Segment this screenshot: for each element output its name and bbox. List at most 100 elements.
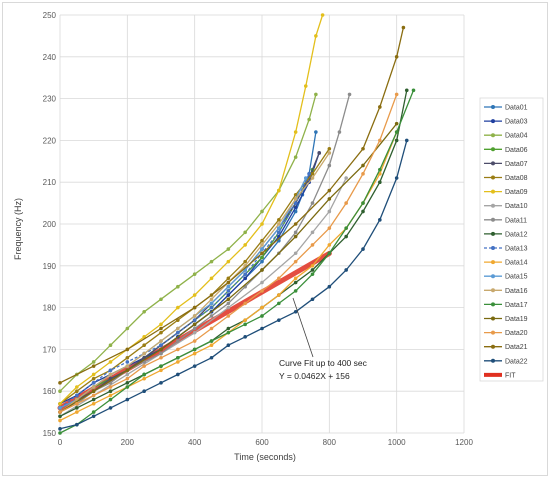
data-point (307, 117, 311, 122)
data-point (378, 172, 382, 176)
data-point (142, 376, 146, 381)
data-point (125, 355, 130, 360)
data-point (361, 247, 365, 251)
data-point (243, 230, 247, 235)
data-point (411, 88, 416, 93)
data-point (226, 289, 231, 293)
data-point (159, 339, 163, 343)
data-point (159, 355, 163, 360)
data-point (260, 280, 264, 285)
data-point (361, 172, 365, 176)
frequency-chart: 0 200 400 600 800 1000 1200 150 160 170 180 190 200… (13, 11, 544, 462)
legend-item-data12: Data12 (484, 231, 528, 238)
data-point (226, 297, 231, 302)
data-point (243, 301, 247, 306)
data-point (209, 259, 214, 264)
data-point (303, 176, 308, 180)
data-point (260, 305, 264, 310)
x-axis-label: Time (seconds) (234, 452, 296, 462)
data-point (159, 381, 163, 385)
data-point (314, 34, 318, 38)
data-point (293, 230, 298, 235)
data-point (192, 305, 197, 310)
data-point (277, 226, 281, 230)
legend-item-data20: Data20 (484, 330, 528, 337)
data-point (108, 343, 113, 348)
legend-item-data21: Data21 (484, 344, 528, 351)
data-point (125, 368, 130, 373)
legend-marker (491, 217, 495, 222)
legend-marker (491, 203, 495, 208)
legend-marker (491, 316, 495, 321)
data-point (277, 188, 281, 193)
data-point (75, 422, 79, 427)
data-point (209, 339, 214, 343)
data-point (307, 172, 311, 176)
data-point (58, 414, 62, 419)
data-point (91, 372, 96, 377)
legend-item-data17: Data17 (484, 302, 528, 309)
data-point (226, 330, 231, 335)
annotation-line1: Curve Fit up to 400 sec (279, 358, 368, 368)
x-tick-label: 0 (58, 438, 63, 447)
legend-item-data16: Data16 (484, 288, 528, 295)
data-point (317, 151, 322, 155)
data-point (361, 201, 365, 205)
data-point (361, 146, 365, 151)
x-tick-labels: 0 200 400 600 800 1000 1200 (58, 438, 474, 447)
series-line (59, 90, 408, 417)
data-point (226, 276, 231, 281)
legend-label: Data08 (505, 175, 528, 182)
data-point (159, 368, 163, 373)
data-point (310, 243, 315, 247)
series-line (59, 177, 307, 409)
legend-item-data01: Data01 (484, 105, 528, 112)
annotation-line2: Y = 0.0462X + 156 (279, 371, 350, 381)
data-point (344, 268, 348, 272)
data-point (192, 351, 197, 356)
legend-label: Data01 (505, 105, 528, 112)
data-point (91, 401, 96, 406)
x-tick-label: 800 (323, 438, 337, 447)
legend-item-data22: Data22 (484, 358, 528, 365)
data-point (176, 372, 180, 377)
legend-marker (491, 302, 495, 307)
data-point (260, 222, 264, 226)
data-point (91, 410, 96, 414)
x-tick-label: 1200 (455, 438, 473, 447)
data-point (192, 318, 197, 322)
data-point (192, 293, 197, 297)
data-point (58, 389, 62, 394)
data-point (125, 397, 130, 402)
legend-marker (491, 330, 495, 335)
data-point (125, 376, 130, 381)
data-point (192, 326, 197, 331)
y-tick-label: 200 (43, 220, 57, 229)
legend-item-data13: Data13 (484, 246, 528, 253)
data-point (176, 326, 180, 331)
data-point (394, 130, 399, 134)
series-data09 (58, 13, 325, 406)
data-point (58, 406, 62, 410)
legend-label: Data13 (505, 246, 528, 253)
data-point (310, 201, 315, 205)
legend-item-data07: Data07 (484, 161, 528, 168)
data-point (310, 230, 315, 235)
data-point (226, 314, 231, 318)
data-point (91, 385, 96, 389)
legend-item-data15: Data15 (484, 274, 528, 281)
data-point (192, 330, 197, 335)
x-tick-label: 400 (188, 438, 202, 447)
data-point (91, 381, 96, 385)
y-tick-labels: 150 160 170 180 190 200 210 220 230 240 250 (43, 11, 57, 438)
data-point (260, 209, 264, 214)
data-point (327, 151, 332, 155)
y-tick-label: 180 (43, 304, 57, 313)
data-point (226, 343, 231, 348)
data-point (209, 343, 214, 348)
y-tick-label: 210 (43, 178, 57, 187)
data-point (108, 385, 113, 389)
data-point (260, 326, 264, 331)
data-point (320, 13, 325, 17)
y-tick-label: 160 (43, 387, 57, 396)
